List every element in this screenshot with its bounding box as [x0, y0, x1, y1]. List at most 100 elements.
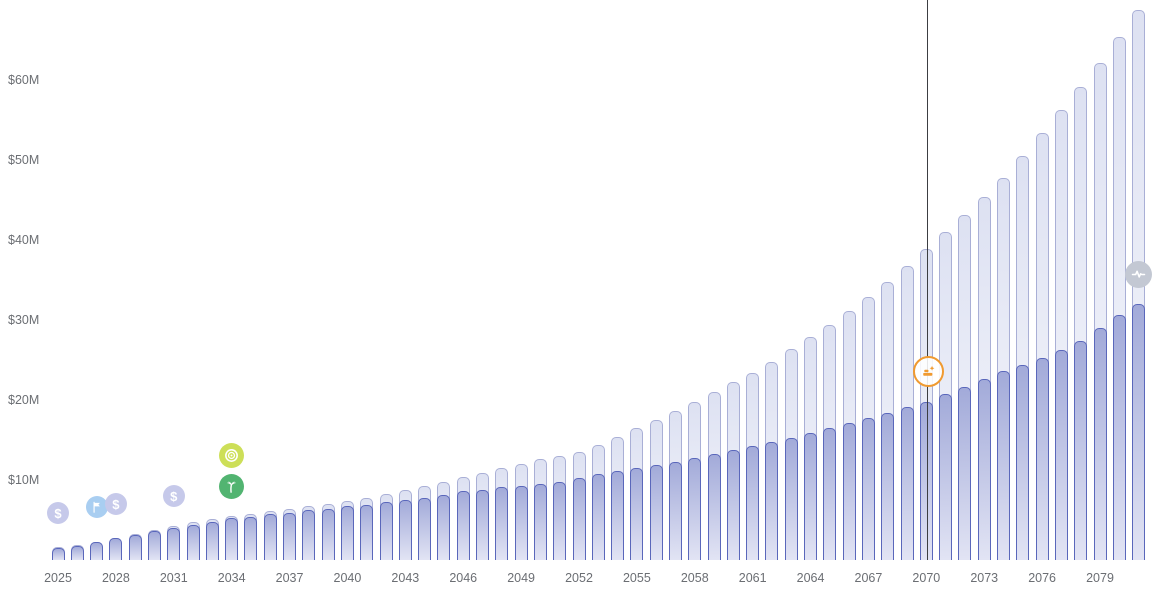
y-axis-label: $30M — [8, 313, 40, 327]
bar-liquid-2058[interactable] — [688, 457, 702, 560]
milestone-dollar-2028[interactable]: $ — [104, 493, 127, 515]
bar-liquid-2051[interactable] — [553, 481, 567, 560]
bar-liquid-2043[interactable] — [398, 500, 412, 560]
bar-liquid-2040[interactable] — [340, 506, 354, 560]
bar-liquid-2071[interactable] — [939, 394, 953, 560]
dollar-icon: $ — [170, 488, 178, 504]
bar-liquid-2055[interactable] — [630, 468, 644, 560]
bar-liquid-2033[interactable] — [205, 521, 219, 560]
x-axis-label-2079: 2079 — [1086, 571, 1114, 585]
bar-liquid-2045[interactable] — [437, 495, 451, 560]
bar-liquid-2074[interactable] — [997, 371, 1011, 560]
bar-liquid-2075[interactable] — [1016, 364, 1030, 560]
bar-liquid-2063[interactable] — [784, 437, 798, 560]
x-axis-label-2052: 2052 — [565, 571, 593, 585]
bar-liquid-2056[interactable] — [649, 464, 663, 560]
x-axis-label-2067: 2067 — [854, 571, 883, 585]
milestone-target-2034[interactable] — [219, 442, 245, 468]
y-axis-label: $10M — [8, 473, 40, 487]
x-axis-label-2061: 2061 — [738, 571, 767, 585]
bar-liquid-2065[interactable] — [823, 428, 837, 560]
bar-liquid-2041[interactable] — [360, 504, 374, 560]
milestone-dollar-2025[interactable]: $ — [47, 502, 69, 524]
x-axis-label-2055: 2055 — [622, 571, 651, 585]
bar-liquid-2047[interactable] — [476, 489, 490, 560]
x-axis-label-2064: 2064 — [796, 571, 825, 585]
bar-liquid-2036[interactable] — [263, 514, 277, 560]
dollar-icon: $ — [112, 496, 120, 512]
y-axis-label: $50M — [8, 153, 40, 167]
x-axis-label-2073: 2073 — [970, 571, 999, 585]
bar-liquid-2050[interactable] — [533, 484, 547, 560]
x-axis-label-2025: 2025 — [44, 571, 72, 585]
target-icon — [225, 448, 239, 462]
x-axis-label-2028: 2028 — [101, 571, 130, 585]
bar-liquid-2032[interactable] — [186, 524, 200, 560]
x-axis-label-2031: 2031 — [159, 571, 188, 585]
bar-liquid-2062[interactable] — [765, 442, 779, 560]
y-axis-label: $20M — [8, 393, 40, 407]
x-axis-label-2049: 2049 — [507, 571, 536, 585]
bar-liquid-2081[interactable] — [1132, 304, 1146, 560]
bar-liquid-2025[interactable] — [51, 548, 65, 560]
bar-liquid-2073[interactable] — [977, 379, 991, 560]
bar-liquid-2048[interactable] — [495, 487, 509, 560]
bar-liquid-2031[interactable] — [167, 528, 181, 560]
bar-liquid-2044[interactable] — [418, 497, 432, 560]
milestone-dollar-2031[interactable]: $ — [162, 485, 185, 507]
x-axis-label-2076: 2076 — [1028, 571, 1057, 585]
bar-liquid-2070[interactable] — [919, 401, 933, 560]
bar-liquid-2026[interactable] — [70, 545, 84, 560]
x-axis-label-2040: 2040 — [333, 571, 362, 585]
x-axis-label-2037: 2037 — [275, 571, 304, 585]
bar-liquid-2035[interactable] — [244, 516, 258, 560]
milestone-pulse-2081[interactable] — [1125, 260, 1153, 288]
bar-liquid-2080[interactable] — [1112, 315, 1126, 560]
bar-liquid-2052[interactable] — [572, 478, 586, 560]
bar-liquid-2034[interactable] — [225, 518, 239, 560]
flag-icon — [93, 501, 100, 513]
bar-liquid-2029[interactable] — [128, 535, 142, 560]
palm-tree-icon — [227, 481, 237, 493]
bar-liquid-2049[interactable] — [514, 485, 528, 560]
retirement-age-line[interactable] — [926, 0, 929, 560]
y-axis-label: $60M — [8, 73, 40, 87]
x-axis-label-2070: 2070 — [912, 571, 941, 585]
x-axis-label-2046: 2046 — [449, 571, 478, 585]
milestone-palm-tree-2034[interactable] — [219, 473, 245, 499]
milestone-retirement-2070[interactable] — [912, 355, 944, 387]
bar-liquid-2042[interactable] — [379, 502, 393, 560]
bar-liquid-2030[interactable] — [147, 531, 161, 560]
bar-liquid-2078[interactable] — [1074, 340, 1088, 560]
bar-liquid-2059[interactable] — [707, 454, 721, 560]
bar-liquid-2069[interactable] — [900, 407, 914, 560]
bar-liquid-2046[interactable] — [456, 491, 470, 560]
y-axis-label: $40M — [8, 233, 40, 247]
dollar-icon: $ — [54, 505, 62, 521]
bar-liquid-2064[interactable] — [804, 432, 818, 560]
bar-liquid-2038[interactable] — [302, 510, 316, 560]
bar-liquid-2028[interactable] — [109, 538, 123, 560]
x-axis-label-2058: 2058 — [680, 571, 709, 585]
bar-liquid-2061[interactable] — [746, 446, 760, 560]
pulse-icon — [1131, 270, 1146, 278]
bar-liquid-2057[interactable] — [668, 461, 682, 560]
milestone-flag-2027[interactable] — [85, 496, 108, 518]
bar-liquid-2076[interactable] — [1035, 357, 1049, 560]
retirement-icon — [923, 365, 935, 376]
x-axis-label-2043: 2043 — [391, 571, 420, 585]
bar-liquid-2054[interactable] — [611, 471, 625, 560]
x-axis-label-2034: 2034 — [217, 571, 246, 585]
bar-liquid-2077[interactable] — [1054, 349, 1068, 560]
bar-liquid-2027[interactable] — [90, 542, 104, 560]
bar-liquid-2079[interactable] — [1093, 328, 1107, 560]
bar-liquid-2068[interactable] — [881, 412, 895, 560]
bar-liquid-2066[interactable] — [842, 423, 856, 560]
bar-liquid-2067[interactable] — [861, 418, 875, 560]
bar-liquid-2072[interactable] — [958, 387, 972, 560]
bar-liquid-2039[interactable] — [321, 508, 335, 560]
bar-liquid-2060[interactable] — [726, 450, 740, 560]
bar-liquid-2053[interactable] — [591, 474, 605, 560]
bar-liquid-2037[interactable] — [283, 512, 297, 560]
